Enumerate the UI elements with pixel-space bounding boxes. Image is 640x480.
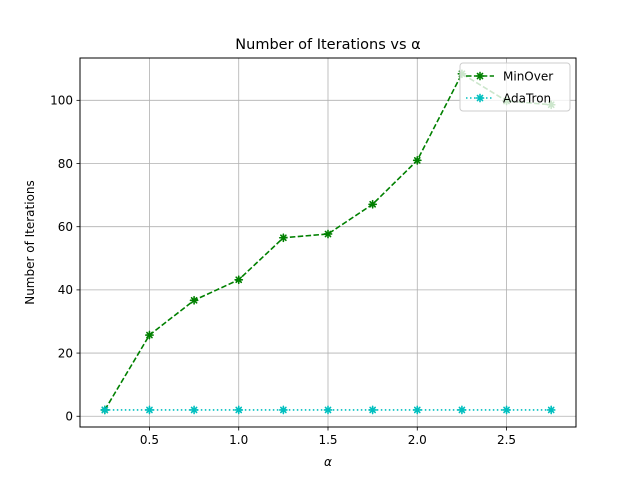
data-point (368, 199, 378, 209)
y-tick-label: 80 (58, 157, 73, 171)
legend-marker (475, 93, 485, 103)
data-point (412, 405, 422, 415)
legend-item: AdaTron (466, 91, 551, 105)
x-tick-label: 2.5 (497, 433, 516, 447)
y-tick-label: 100 (50, 94, 73, 108)
data-point (323, 405, 333, 415)
data-point (234, 405, 244, 415)
legend: MinOver AdaTron (459, 62, 571, 112)
legend-marker (475, 71, 485, 81)
y-tick-label: 60 (58, 220, 73, 234)
y-tick-label: 20 (58, 346, 73, 360)
x-tick-label: 1.0 (229, 433, 248, 447)
data-point (145, 405, 154, 415)
grid (80, 58, 576, 427)
legend-label: AdaTron (503, 91, 551, 105)
data-point (368, 405, 378, 415)
data-point (189, 295, 199, 305)
data-point (323, 229, 333, 239)
data-point (145, 330, 154, 340)
ticks: 0.5 1.0 1.5 2.0 2.5 0 20 40 60 80 100 (50, 94, 516, 447)
data-point (412, 155, 422, 165)
data-point (278, 233, 288, 243)
y-tick-label: 40 (58, 283, 73, 297)
x-axis-label: α (324, 455, 332, 469)
data-point (100, 405, 110, 415)
data-point (546, 405, 556, 415)
data-point (189, 405, 199, 415)
data-point (278, 405, 288, 415)
data-point (457, 405, 467, 415)
data-point (234, 275, 244, 285)
x-tick-label: 0.5 (140, 433, 159, 447)
y-tick-label: 0 (65, 410, 73, 424)
y-axis-label: Number of Iterations (23, 180, 37, 305)
x-tick-label: 1.5 (318, 433, 337, 447)
x-tick-label: 2.0 (408, 433, 427, 447)
chart-title: Number of Iterations vs α (235, 37, 420, 53)
data-point (502, 405, 511, 415)
legend-label: MinOver (503, 69, 553, 83)
series-adatron (100, 405, 556, 415)
legend-item: MinOver (466, 69, 553, 83)
legend-box (459, 62, 571, 112)
